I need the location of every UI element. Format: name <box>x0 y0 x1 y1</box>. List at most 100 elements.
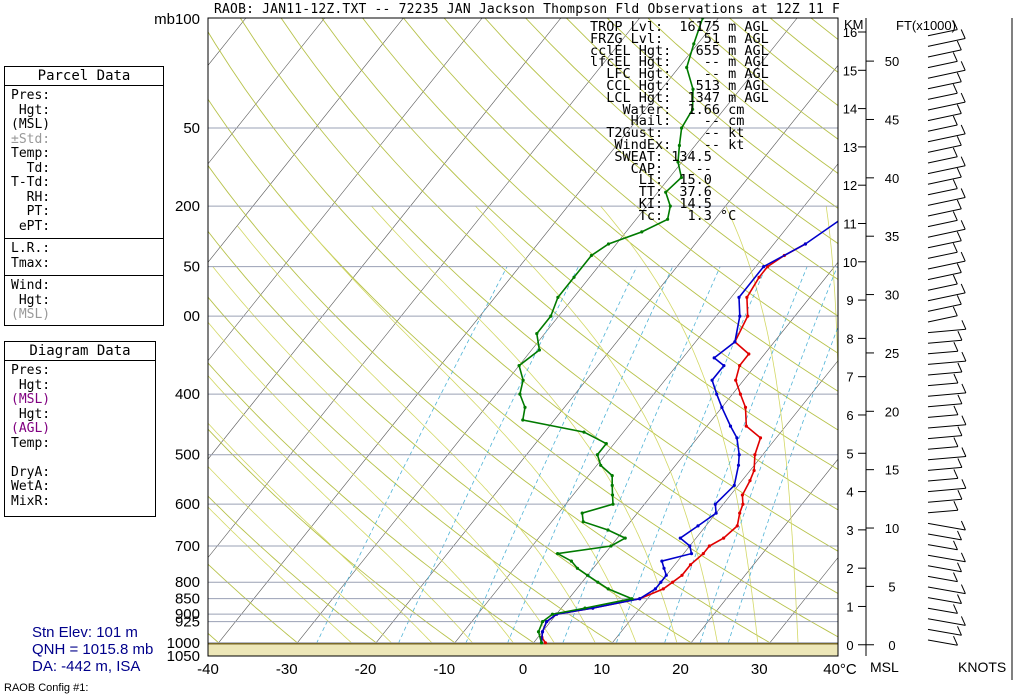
wind-barb <box>927 456 966 461</box>
wind-barb <box>927 38 966 47</box>
index-row: Tc: 1.3 °C <box>590 207 737 224</box>
ft-tick-label: 15 <box>885 463 899 478</box>
parcel-point <box>539 641 544 645</box>
temperature-point <box>738 511 742 515</box>
temperature-point <box>757 275 761 279</box>
wind-barb <box>927 607 958 614</box>
moist-adiabat <box>475 205 721 656</box>
config-label: RAOB Config #1: <box>4 682 89 694</box>
temperature-point <box>744 424 748 428</box>
wind-barb <box>927 477 958 482</box>
wind-barb <box>927 414 958 418</box>
parcel-point <box>556 552 560 556</box>
moist-adiabat <box>208 422 445 656</box>
temperature-point <box>734 378 738 382</box>
wind-barb-flag <box>953 405 959 416</box>
parcel-point <box>666 217 670 221</box>
temperature-point <box>753 453 757 457</box>
wind-barb-flag <box>960 584 966 594</box>
wind-barb <box>927 575 958 583</box>
dry-adiabat <box>208 30 838 595</box>
wind-barb-flag <box>952 83 958 94</box>
wind-barb <box>927 339 962 344</box>
wind-barb <box>927 315 958 323</box>
ft-tick-label: 20 <box>885 404 899 419</box>
parcel-point <box>589 253 594 258</box>
wind-barb-flag <box>952 179 958 189</box>
wind-barb-flag <box>960 520 966 531</box>
wind-barb-flag <box>961 351 967 362</box>
isotherm-line <box>601 360 838 656</box>
temperature-point <box>722 536 726 540</box>
pressure-tick-label: 600 <box>175 496 200 513</box>
wind-barb <box>927 49 962 58</box>
diagram-data-header: Diagram Data <box>4 341 156 361</box>
wind-barb <box>927 544 958 551</box>
temperature-point <box>743 405 748 409</box>
wind-barb <box>927 81 962 90</box>
parcel-point <box>569 559 574 563</box>
wind-barb <box>927 371 962 376</box>
wind-barb <box>927 240 962 249</box>
ft-tick-label: 10 <box>885 521 899 536</box>
isotherm-line <box>680 458 838 656</box>
ft-axis-label: FT(x1000) <box>896 18 956 33</box>
wind-barb-flag <box>961 447 967 457</box>
moist-adiabat <box>208 465 406 656</box>
wind-barb <box>927 522 966 531</box>
pressure-tick-label: 850 <box>175 591 200 608</box>
parcel-point <box>517 364 521 368</box>
wind-barb-flag <box>952 147 958 158</box>
mixing-ratio-line <box>695 266 838 656</box>
parcel-point <box>550 612 555 616</box>
wind-barb <box>927 92 958 100</box>
wind-barb-flag <box>960 156 966 166</box>
parcel-point <box>606 242 611 246</box>
ft-tick-label: 5 <box>888 579 895 594</box>
dry-adiabat <box>321 18 838 471</box>
temperature-point <box>671 580 675 584</box>
ft-tick-label: 0 <box>888 638 895 653</box>
wind-barb <box>927 176 962 185</box>
wind-barb-flag <box>960 29 966 39</box>
parcel-point <box>611 502 615 506</box>
km-tick-label: 14 <box>843 102 857 117</box>
dewpoint-point <box>738 314 742 318</box>
wind-barb-flag <box>953 437 959 447</box>
wind-barb-flag <box>952 306 958 317</box>
parcel-row: (MSL) <box>11 117 51 132</box>
ft-tick-label: 45 <box>885 112 899 127</box>
wind-barb <box>927 554 966 563</box>
wind-barb <box>927 618 966 626</box>
dry-adiabat <box>208 230 714 656</box>
wind-barb-flag <box>957 330 963 341</box>
wind-barb-flag <box>956 40 962 51</box>
wind-barb <box>927 219 958 228</box>
parcel-point <box>518 392 522 396</box>
wind-barb-flag <box>956 199 962 210</box>
wind-barb-flag <box>960 251 966 262</box>
dewpoint-point <box>861 191 864 194</box>
parcel-point <box>610 483 614 487</box>
parcel-point <box>676 160 680 164</box>
wind-barb-flag <box>960 188 966 198</box>
pressure-tick-label: 1050 <box>167 648 200 665</box>
moist-adiabat <box>208 375 484 656</box>
moist-adiabat <box>212 266 563 656</box>
temp-tick-label: -10 <box>433 661 455 678</box>
parcel-point <box>610 474 614 478</box>
wind-barb <box>927 29 958 37</box>
dewpoint-point <box>803 242 808 246</box>
temperature-point <box>735 524 739 528</box>
ft-tick-label: 40 <box>885 171 899 186</box>
wind-barb <box>927 272 962 281</box>
temp-tick-label: -40 <box>197 661 219 678</box>
dry-adiabat <box>208 164 794 656</box>
parcel-point <box>677 143 682 148</box>
wind-barb-flag <box>953 469 959 479</box>
parcel-point <box>630 597 634 601</box>
parcel-point <box>606 528 610 532</box>
index-row: FRZG Lvl: 51 m AGL <box>590 30 769 47</box>
msl-label: MSL <box>870 659 899 675</box>
